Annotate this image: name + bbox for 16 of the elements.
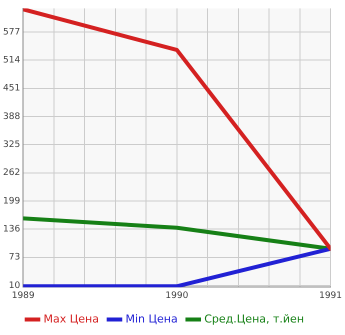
x-tick-label: 1991 xyxy=(319,290,342,301)
y-tick-label: 388 xyxy=(2,112,20,122)
y-tick-label: 514 xyxy=(2,56,20,66)
y-tick-label: 136 xyxy=(2,224,20,234)
legend-label: Min Цена xyxy=(125,312,178,326)
y-tick-label: 325 xyxy=(2,140,20,150)
legend-label: Сред.Цена, т.йен xyxy=(204,312,304,326)
y-tick-label: 10 xyxy=(8,280,20,291)
legend-label: Max Цена xyxy=(43,312,99,326)
y-tick-label: 199 xyxy=(2,196,20,206)
y-tick-label: 577 xyxy=(2,27,20,38)
y-tick-label: 262 xyxy=(2,168,20,178)
y-tick-label: 73 xyxy=(8,252,20,263)
x-tick-label: 1989 xyxy=(12,290,35,301)
y-tick-label: 451 xyxy=(2,84,20,94)
x-tick-label: 1990 xyxy=(165,290,189,301)
